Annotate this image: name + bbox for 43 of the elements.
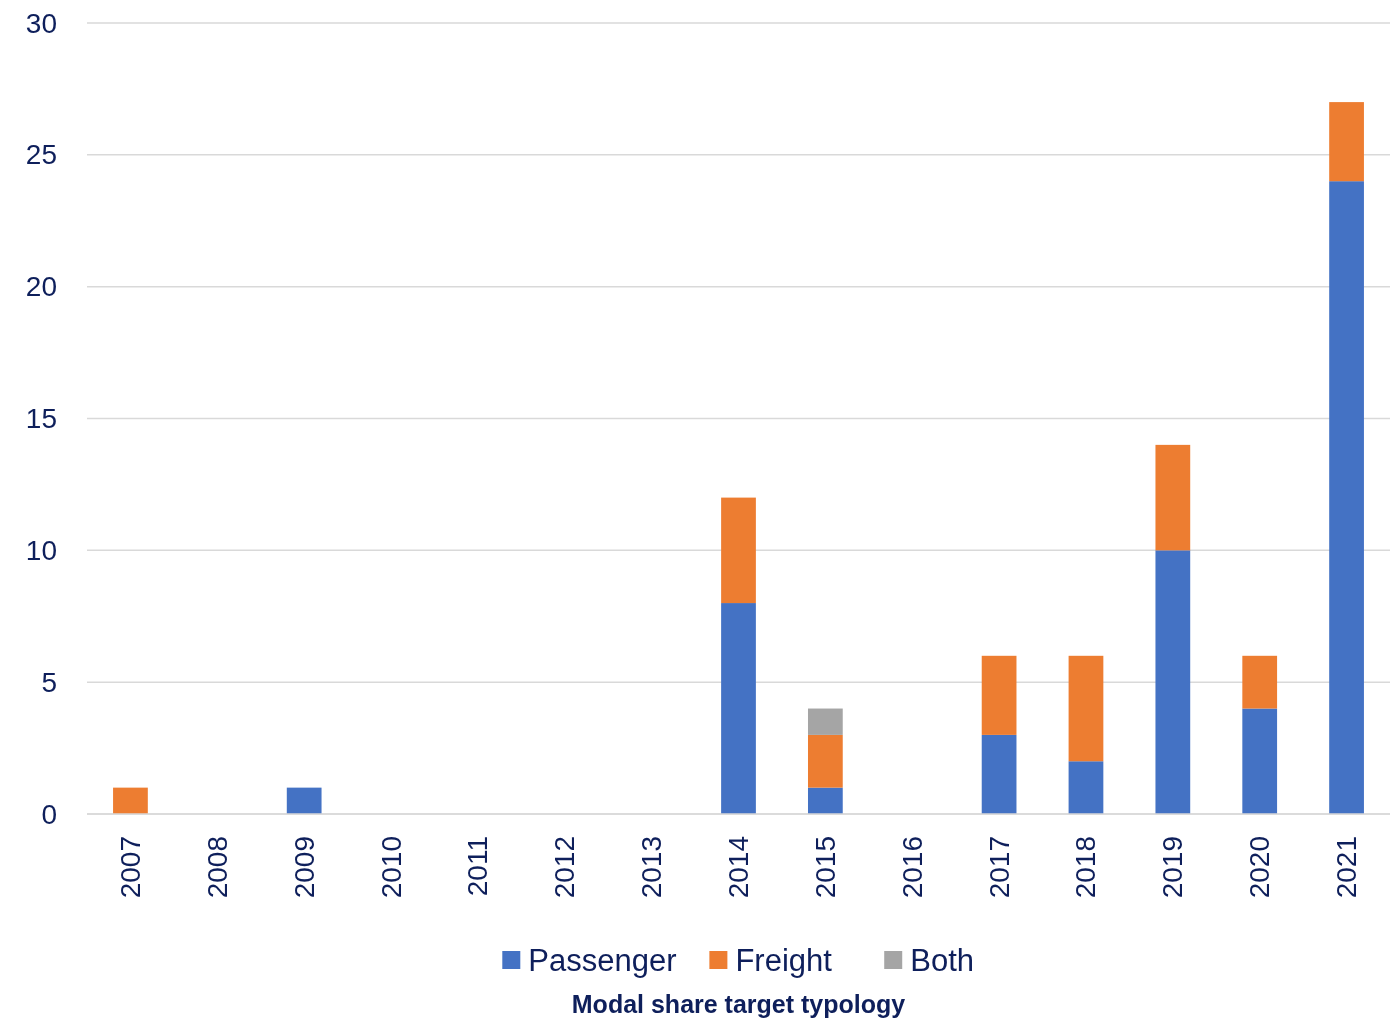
- bar: [981, 655, 1017, 735]
- bar: [1155, 444, 1191, 551]
- bar: [1068, 761, 1104, 814]
- x-tick-label: 2007: [114, 836, 146, 899]
- bar: [721, 603, 756, 814]
- y-tick-label: 25: [25, 139, 57, 171]
- bar: [1242, 708, 1278, 814]
- legend-label: Passenger: [528, 942, 677, 978]
- bar: [807, 734, 843, 788]
- x-tick-label: 2013: [636, 836, 668, 899]
- y-tick-label: 10: [25, 534, 57, 566]
- y-tick-label: 15: [25, 403, 57, 434]
- x-tick-label: 2014: [723, 836, 754, 899]
- x-tick-label: 2021: [1331, 836, 1363, 899]
- x-tick-label: 2012: [549, 836, 581, 899]
- x-tick-label: 2010: [375, 836, 407, 899]
- bar: [1155, 550, 1191, 814]
- bar: [1329, 181, 1364, 814]
- x-tick-label: 2019: [1157, 836, 1189, 899]
- x-tick-label: 2017: [983, 836, 1015, 899]
- x-tick-label: 2020: [1244, 836, 1276, 899]
- legend-title: Modal share target typology: [571, 990, 906, 1018]
- bar: [113, 787, 148, 814]
- x-tick-label: 2011: [462, 836, 494, 897]
- y-tick-label: 5: [41, 666, 57, 698]
- x-tick-label: 2018: [1070, 836, 1102, 899]
- bar: [807, 787, 843, 814]
- bar: [807, 708, 843, 735]
- legend-label: Freight: [735, 942, 833, 978]
- bar: [1068, 655, 1104, 762]
- bar: [286, 787, 322, 814]
- legend-label: Both: [910, 942, 974, 978]
- bar: [721, 497, 756, 604]
- y-tick-label: 20: [25, 271, 57, 303]
- bar: [1329, 102, 1364, 182]
- x-tick-label: 2015: [809, 836, 841, 899]
- x-tick-label: 2008: [201, 836, 233, 899]
- bar: [981, 734, 1017, 814]
- bar: [1242, 655, 1278, 709]
- x-tick-label: 2016: [896, 836, 928, 899]
- y-tick-label: 0: [41, 798, 57, 830]
- y-tick-label: 30: [25, 7, 57, 39]
- x-tick-label: 2009: [288, 836, 320, 899]
